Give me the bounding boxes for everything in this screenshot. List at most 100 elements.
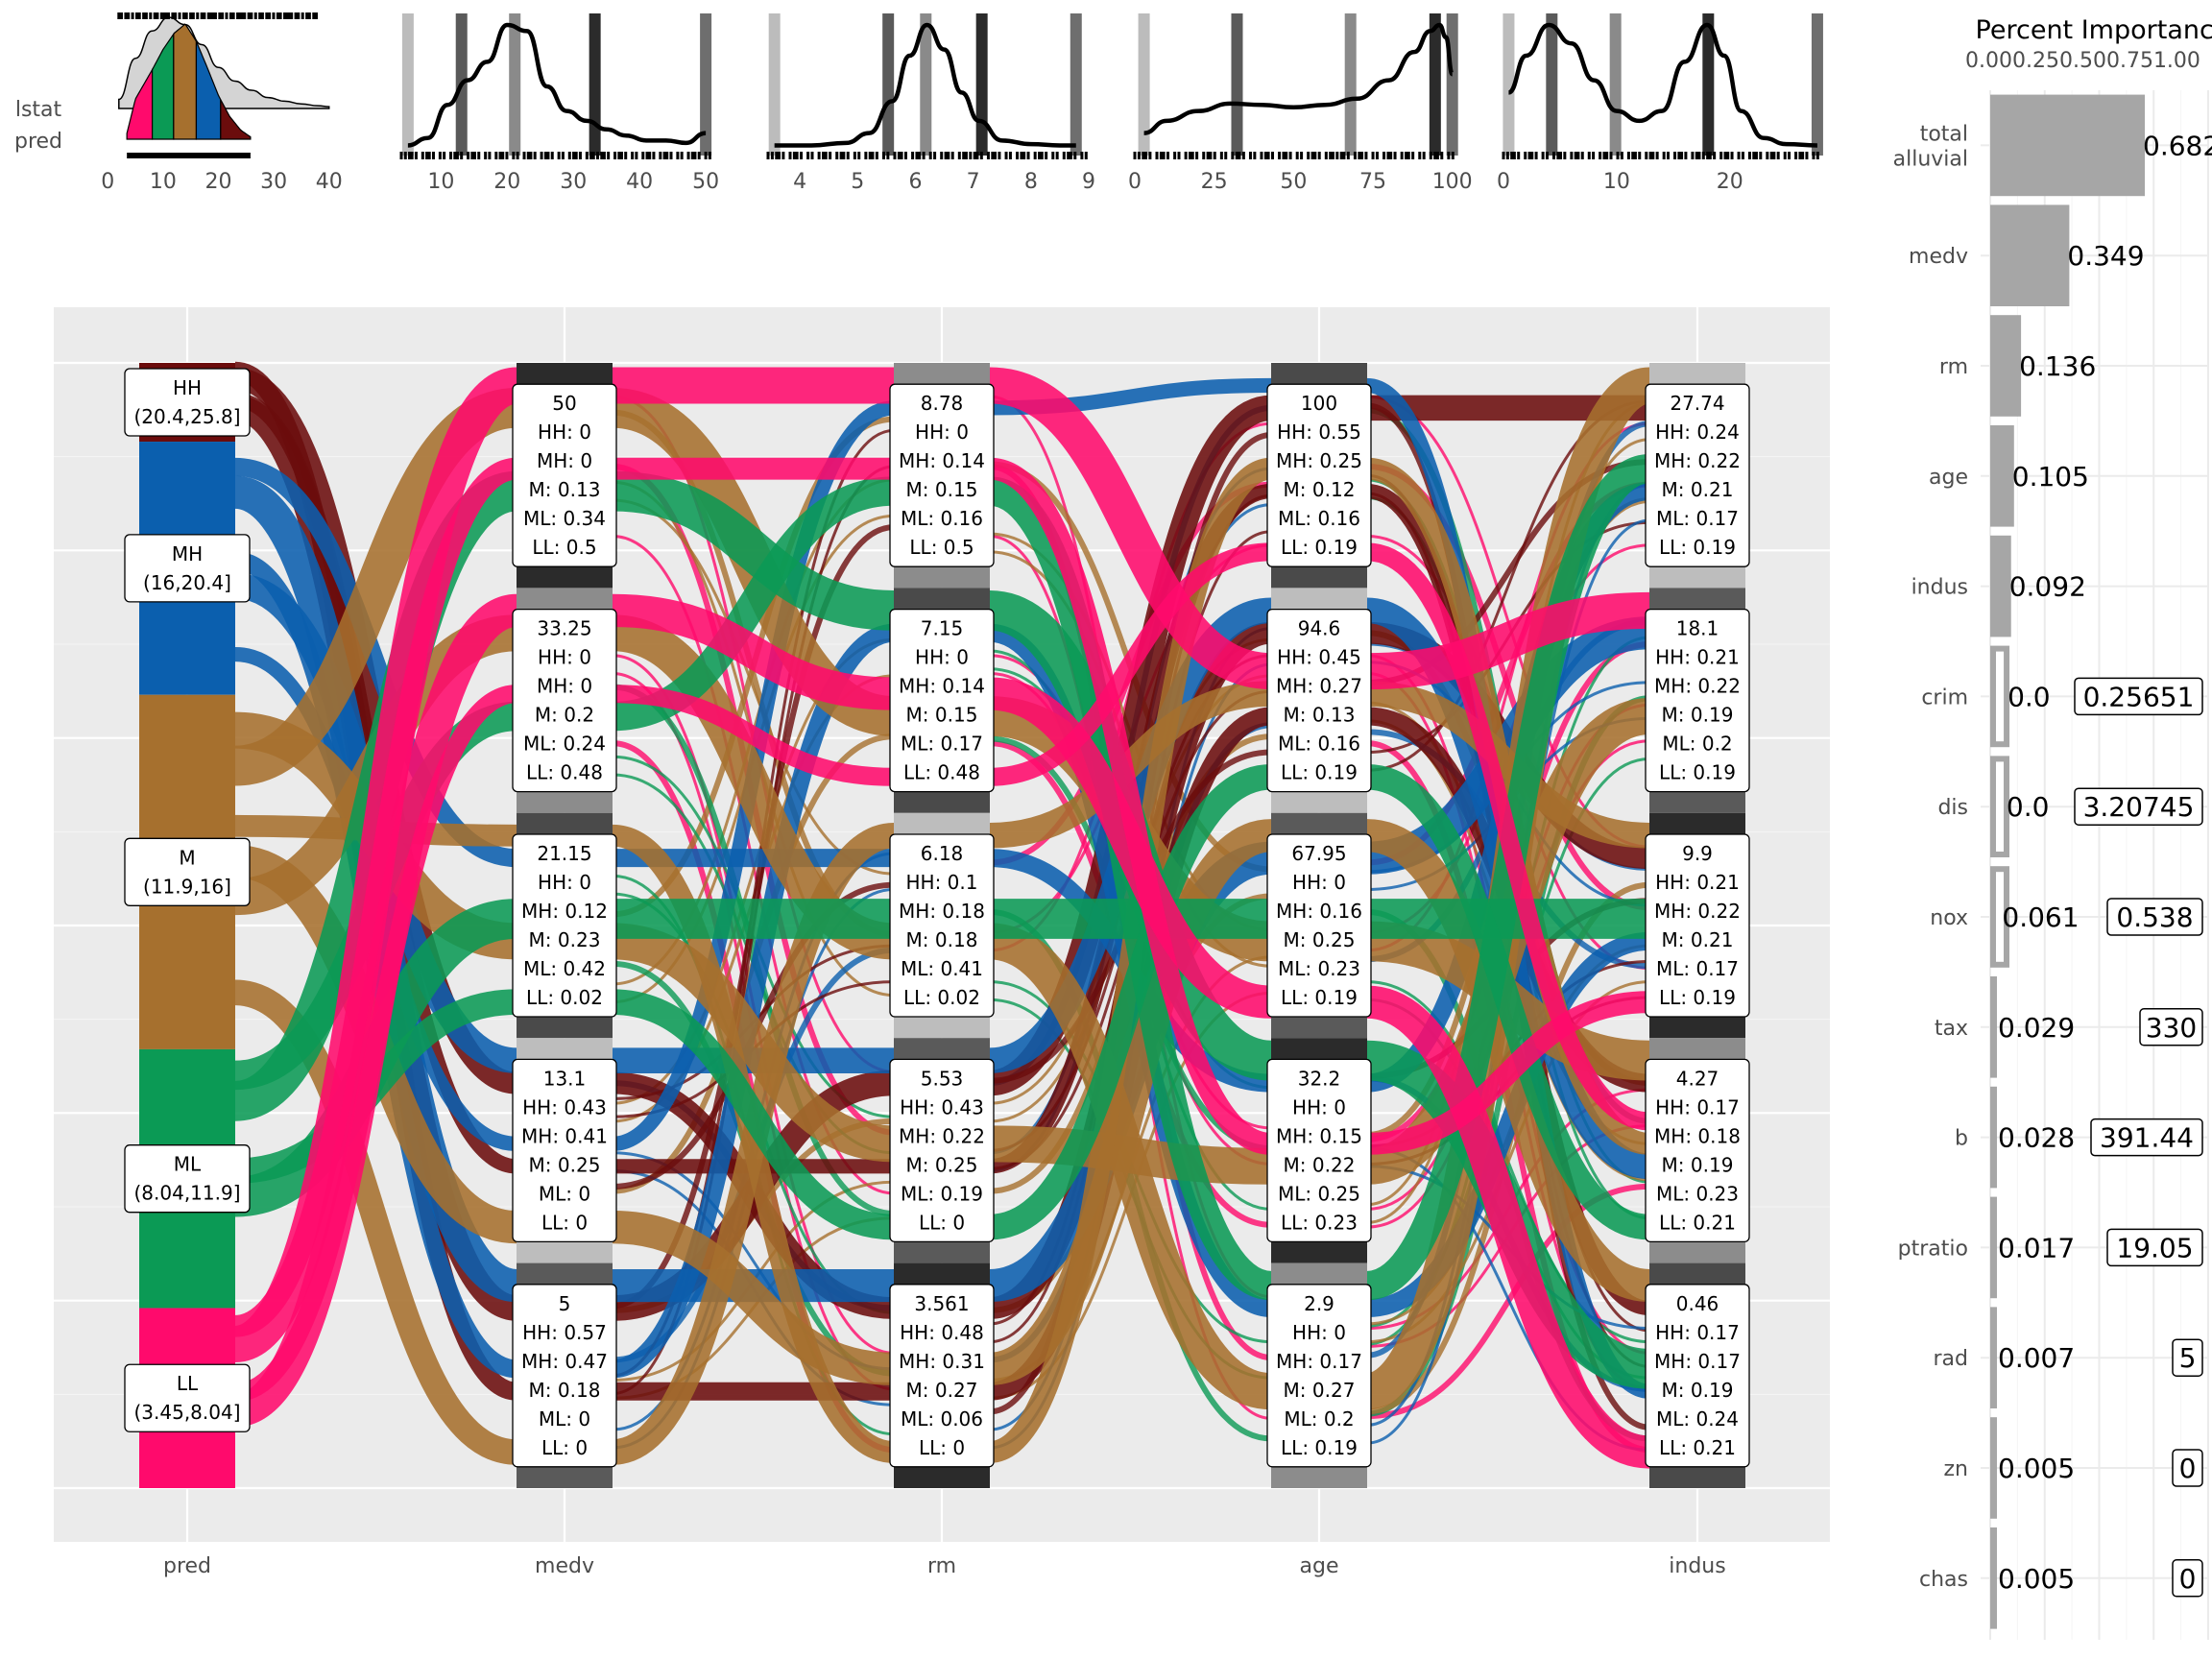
label-box	[512, 833, 617, 1018]
importance-value-label: 0.0	[2007, 791, 2050, 823]
label-text: (16,20.4]	[143, 571, 231, 594]
stratum-label-medv: 50 HH: 0 MH: 0 M: 0.13 ML: 0.34 LL: 0.5	[512, 383, 617, 567]
label-box	[889, 1058, 995, 1243]
label-text: ML: 0.42	[523, 957, 606, 980]
stratum-label-age: 2.9 HH: 0 MH: 0.17 M: 0.27 ML: 0.2 LL: 0.19	[1266, 1284, 1372, 1468]
stratum-label-indus: 0.46 HH: 0.17 MH: 0.17 M: 0.19 ML: 0.24 LL: 0…	[1645, 1284, 1750, 1468]
label-text: MH: 0.22	[899, 1124, 985, 1147]
label-box	[512, 383, 617, 567]
label-text: MH: 0.16	[1276, 900, 1362, 923]
label-text: 27.74	[1670, 392, 1724, 415]
label-text: MH: 0.22	[1654, 449, 1741, 472]
alluvial-flow-LL	[1366, 991, 1650, 1155]
stratum-break-bar	[1546, 13, 1558, 156]
label-box	[1266, 833, 1372, 1018]
label-text: MH: 0.14	[899, 675, 985, 698]
fixed-value-label: 330	[2146, 1012, 2197, 1044]
importance-bar	[1990, 94, 2146, 197]
fixed-value-box	[2139, 1008, 2203, 1046]
label-text: M: 0.21	[1662, 478, 1734, 501]
stratum-break-bar	[1446, 13, 1458, 156]
label-text: MH: 0.18	[1654, 1124, 1741, 1147]
density-tick-label: 0	[101, 170, 114, 194]
label-text: LL: 0	[541, 1436, 588, 1459]
stratum-break-bar	[768, 13, 781, 156]
stratum-break-bar	[1138, 13, 1150, 156]
pred-density: lstat pred 0 10 20 30 40	[14, 12, 343, 194]
label-text: MH: 0.31	[899, 1350, 985, 1373]
alluvial-strata: HH (20.4,25.8] MH (16,20.4] M (11.9,16] ML (8.0…	[124, 363, 1750, 1488]
importance-bar	[1990, 1527, 1997, 1629]
label-text: LL: 0.19	[1281, 536, 1358, 559]
label-text: LL: 0.23	[1281, 1211, 1358, 1234]
label-text: LL: 0.19	[1659, 761, 1736, 784]
density-tick-label: 50	[692, 170, 719, 194]
importance-value-label: 0.007	[1998, 1342, 2075, 1374]
indus-density: 0 10 20	[1497, 13, 1823, 194]
label-box	[124, 368, 251, 437]
fixed-value-box	[2074, 677, 2203, 716]
label-box	[1266, 1058, 1372, 1243]
label-text: HH: 0.45	[1277, 646, 1361, 669]
stratum-break-bar	[1231, 13, 1243, 156]
label-box	[1266, 1284, 1372, 1468]
stratum-label-indus: 27.74 HH: 0.24 MH: 0.22 M: 0.21 ML: 0.17 LL: …	[1645, 383, 1750, 567]
alluvial-flow-ML	[987, 476, 1274, 1301]
stratum-label-age: 67.95 HH: 0 MH: 0.16 M: 0.25 ML: 0.23 LL: 0.1…	[1266, 833, 1372, 1018]
importance-bar	[1990, 204, 2070, 307]
importance-category-label: chas	[1919, 1568, 1968, 1592]
label-text: 94.6	[1298, 617, 1341, 640]
alluvial-flow-ML	[1365, 763, 1651, 1240]
density-curve	[407, 22, 707, 148]
stratum-label-age: 100 HH: 0.55 MH: 0.25 M: 0.12 ML: 0.16 LL: 0.…	[1266, 383, 1372, 567]
label-text: 13.1	[543, 1067, 587, 1090]
stratum-label-rm: 7.15 HH: 0 MH: 0.14 M: 0.15 ML: 0.17 LL: 0.48	[889, 608, 995, 793]
stratum-label-age: 94.6 HH: 0.45 MH: 0.27 M: 0.13 ML: 0.16 LL: 0…	[1266, 608, 1372, 793]
label-text: (11.9,16]	[143, 875, 231, 898]
importance-bar	[1990, 535, 2011, 637]
age-density: 0 25 50 75 100	[1128, 13, 1473, 194]
stratum-label-rm: 5.53 HH: 0.43 MH: 0.22 M: 0.25 ML: 0.19 LL: 0	[889, 1058, 995, 1243]
label-text: M: 0.18	[529, 1379, 601, 1402]
fixed-value-label: 0	[2179, 1453, 2197, 1484]
label-text: M: 0.23	[529, 928, 601, 951]
label-box	[1645, 833, 1750, 1018]
importance-bar	[1990, 645, 2010, 748]
label-text: LL	[177, 1372, 199, 1395]
stratum-label-medv: 33.25 HH: 0 MH: 0 M: 0.2 ML: 0.24 LL: 0.48	[512, 608, 617, 793]
importance-bar	[1990, 1417, 1997, 1519]
importance-bar	[1990, 1086, 1997, 1189]
label-text: M: 0.27	[906, 1379, 978, 1402]
density-curve	[1507, 22, 1817, 148]
label-text: ML: 0.16	[901, 507, 983, 530]
x-tick-label-rm: rm	[927, 1554, 956, 1578]
stratum-label-medv: 5 HH: 0.57 MH: 0.47 M: 0.18 ML: 0 LL: 0	[512, 1284, 617, 1468]
importance-title: Percent Importance	[1976, 15, 2212, 45]
stratum-break-bar	[401, 13, 414, 156]
label-text: LL: 0.48	[526, 761, 603, 784]
label-text: M: 0.19	[1662, 1379, 1734, 1402]
label-text: HH: 0.1	[906, 871, 978, 894]
pred-ridge-HH	[220, 99, 252, 140]
label-text: (20.4,25.8]	[133, 405, 240, 428]
density-tick-label: 4	[793, 170, 806, 194]
label-text: M: 0.19	[1662, 704, 1734, 727]
density-tick-label: 20	[205, 170, 232, 194]
importance-category-label: crim	[1921, 685, 1968, 709]
density-tick-label: 10	[150, 170, 177, 194]
density-tick-label: 5	[851, 170, 864, 194]
label-box	[124, 1363, 251, 1432]
x-tick-label-pred: pred	[163, 1554, 211, 1578]
fixed-value-label: 0.25651	[2083, 681, 2195, 712]
label-text: 18.1	[1676, 617, 1719, 640]
alluvial-flow-LL	[988, 457, 1273, 1155]
alluvial-flow-LL	[612, 685, 895, 786]
label-text: 100	[1301, 392, 1337, 415]
label-text: LL: 0.02	[903, 986, 980, 1009]
label-text: 5.53	[921, 1067, 964, 1090]
label-text: HH: 0	[538, 646, 591, 669]
stratum-label-rm: 6.18 HH: 0.1 MH: 0.18 M: 0.18 ML: 0.41 LL: 0.…	[889, 833, 995, 1018]
stratum-label-age: 32.2 HH: 0 MH: 0.15 M: 0.22 ML: 0.25 LL: 0.23	[1266, 1058, 1372, 1243]
label-box	[1266, 608, 1372, 793]
label-text: M: 0.25	[529, 1153, 601, 1176]
